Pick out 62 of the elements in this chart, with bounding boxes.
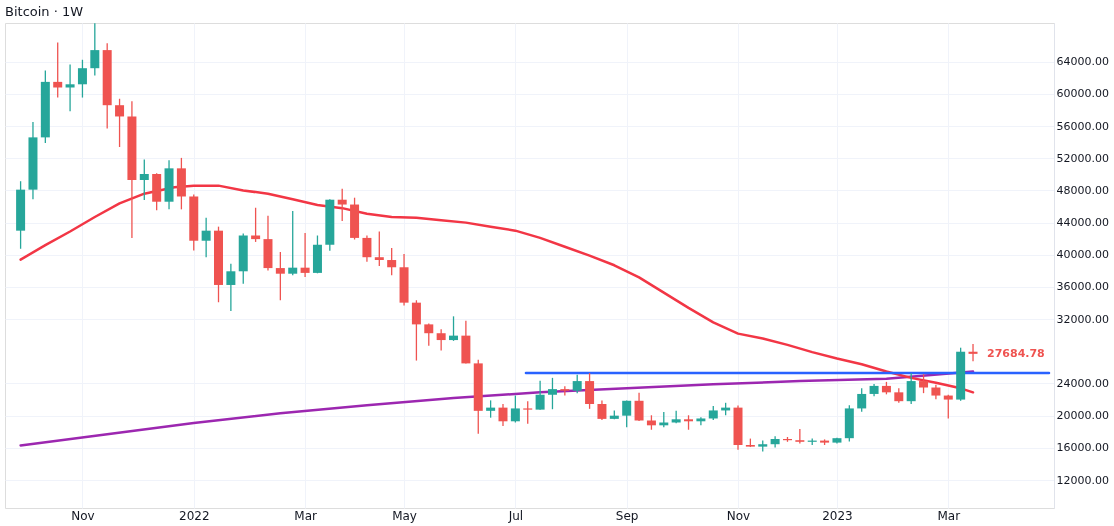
candlestick xyxy=(337,188,347,222)
candlestick xyxy=(547,377,557,410)
y-tick-label: 40000.00 xyxy=(1056,248,1109,262)
y-tick-label: 60000.00 xyxy=(1056,87,1109,101)
candlestick xyxy=(857,387,867,413)
candlestick xyxy=(510,394,520,424)
candlestick xyxy=(943,394,953,420)
candlestick xyxy=(585,372,595,410)
candlestick xyxy=(906,372,916,405)
candlestick xyxy=(201,217,211,258)
candlestick xyxy=(226,263,236,312)
candlestick xyxy=(139,158,149,201)
candlestick xyxy=(449,315,459,342)
candlestick xyxy=(362,234,372,263)
candlestick xyxy=(53,41,63,99)
y-tick-label: 12000.00 xyxy=(1056,473,1109,487)
candlestick xyxy=(696,416,706,426)
y-tick-label: 32000.00 xyxy=(1056,312,1109,326)
candlestick xyxy=(436,328,446,352)
x-tick-label: Nov xyxy=(71,508,95,523)
x-tick-label: Jul xyxy=(507,508,524,523)
x-tick-label: Sep xyxy=(615,508,639,523)
x-tick-label: Nov xyxy=(726,508,751,523)
y-tick-label: 16000.00 xyxy=(1056,441,1109,455)
candlestick xyxy=(411,299,421,362)
annotation: 27684.78 xyxy=(987,346,1045,360)
candlestick xyxy=(597,399,607,421)
candlestick xyxy=(634,392,644,422)
candlestick xyxy=(535,380,545,411)
candlestick xyxy=(523,400,533,425)
y-tick-label: 36000.00 xyxy=(1056,280,1109,294)
y-tick-label: 52000.00 xyxy=(1056,151,1109,165)
candlestick xyxy=(387,247,397,276)
candlestick xyxy=(374,230,384,267)
x-tick-label: 2022 xyxy=(179,508,210,523)
candlestick xyxy=(288,210,298,276)
x-tick-label: Mar xyxy=(294,508,317,523)
candlestick xyxy=(968,343,978,363)
candlestick xyxy=(300,232,310,278)
candlestick xyxy=(795,428,805,445)
chart-title: Bitcoin · 1W xyxy=(5,3,84,19)
candlestick xyxy=(251,207,261,243)
candlestick xyxy=(65,63,75,112)
y-tick-label: 24000.00 xyxy=(1056,376,1109,390)
candlestick xyxy=(498,403,508,427)
candlestick xyxy=(572,374,582,394)
candlestick xyxy=(275,251,285,301)
x-tick-label: 2023 xyxy=(822,508,853,523)
y-tick-label: 20000.00 xyxy=(1056,409,1109,423)
candlestick xyxy=(919,373,929,394)
y-tick-label: 48000.00 xyxy=(1056,183,1109,197)
x-tick-label: Mar xyxy=(937,508,961,523)
y-tick-label: 64000.00 xyxy=(1056,55,1109,69)
line-series xyxy=(19,370,975,447)
candlestick xyxy=(90,22,100,77)
candlestick xyxy=(622,399,632,428)
line-series xyxy=(19,184,975,394)
candlestick xyxy=(115,98,125,148)
y-tick-label: 44000.00 xyxy=(1056,216,1109,230)
x-tick-label: May xyxy=(392,508,417,523)
y-tick-label: 56000.00 xyxy=(1056,119,1109,133)
candlestick xyxy=(77,59,87,99)
